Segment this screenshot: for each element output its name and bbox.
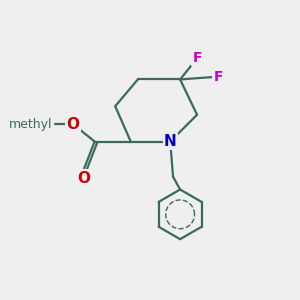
Text: O: O — [78, 171, 91, 186]
Text: O: O — [66, 116, 80, 131]
Text: F: F — [214, 70, 223, 84]
Text: methyl: methyl — [9, 118, 52, 130]
Text: F: F — [192, 51, 202, 65]
Text: N: N — [164, 134, 177, 149]
